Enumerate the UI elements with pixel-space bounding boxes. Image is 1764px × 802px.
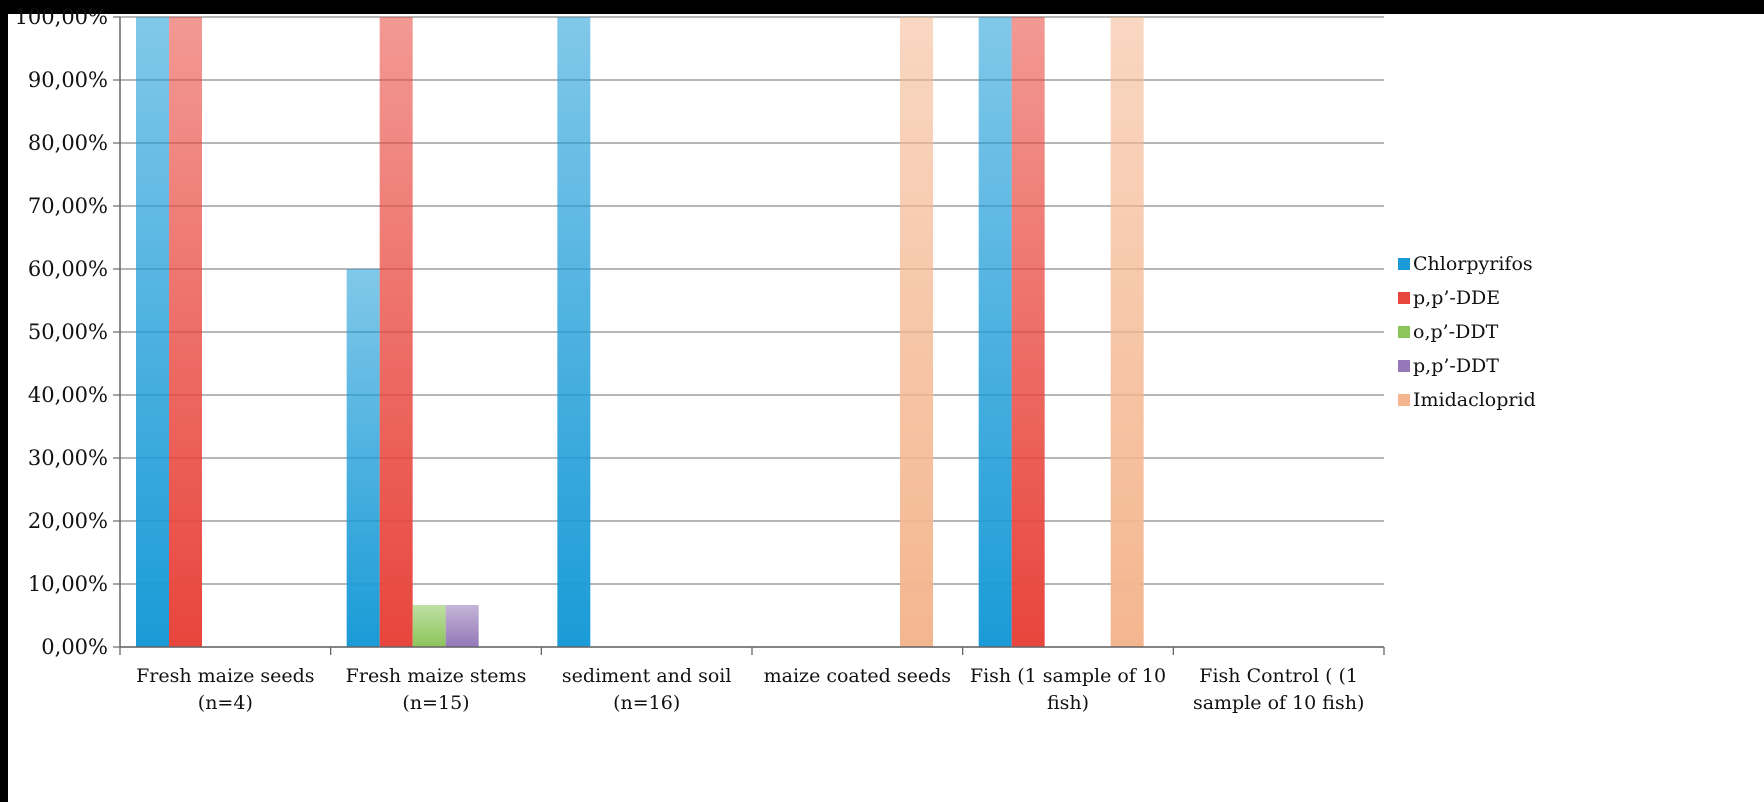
y-tick-label: 80,00% bbox=[28, 131, 108, 155]
legend-label-chlorpyrifos: Chlorpyrifos bbox=[1413, 253, 1533, 275]
bar-imidacloprid-3 bbox=[900, 17, 933, 647]
bar-chlorpyrifos-0 bbox=[136, 17, 169, 647]
bar-p-p-dde-4 bbox=[1011, 17, 1045, 647]
legend-label-imidacloprid: Imidacloprid bbox=[1413, 389, 1536, 411]
bar-p-p-dde-0 bbox=[169, 17, 202, 647]
bar-o-p-ddt-1 bbox=[412, 604, 446, 647]
x-category-label: Fresh maize stems (n=15) bbox=[346, 665, 527, 714]
y-tick-label: 90,00% bbox=[28, 68, 108, 92]
y-tick-label: 100,00% bbox=[15, 5, 108, 29]
legend-swatch-o-p-ddt bbox=[1398, 326, 1410, 338]
bar-chlorpyrifos-1 bbox=[346, 269, 380, 647]
bar-chlorpyrifos-4 bbox=[978, 17, 1012, 647]
y-tick-label: 70,00% bbox=[28, 194, 108, 218]
bars bbox=[136, 17, 1144, 647]
y-tick-labels: 0,00% 10,00% 20,00% 30,00% 40,00% 50,00% 60,00… bbox=[15, 5, 108, 659]
legend-swatch-imidacloprid bbox=[1398, 394, 1410, 406]
legend-label-p-p-dde: p,p’-DDE bbox=[1413, 287, 1500, 309]
y-tick-label: 40,00% bbox=[28, 383, 108, 407]
bar-p-p-dde-1 bbox=[379, 17, 413, 647]
y-tick-label: 10,00% bbox=[28, 572, 108, 596]
legend-label-o-p-ddt: o,p’-DDT bbox=[1413, 321, 1499, 343]
legend-swatch-chlorpyrifos bbox=[1398, 258, 1410, 270]
y-tick-label: 20,00% bbox=[28, 509, 108, 533]
legend-label-p-p-ddt: p,p’-DDT bbox=[1413, 355, 1499, 377]
x-category-labels: Fresh maize seeds (n=4) Fresh maize stems(… bbox=[136, 665, 1364, 714]
x-category-label: maize coated seeds bbox=[764, 665, 951, 687]
legend-swatch-p-p-ddt bbox=[1398, 360, 1410, 372]
gridlines bbox=[113, 16, 1384, 648]
y-tick-label: 50,00% bbox=[28, 320, 108, 344]
bar-chlorpyrifos-2 bbox=[557, 17, 591, 647]
legend: Chlorpyrifos p,p’-DDE o,p’-DDT p,p’-DDT Imid… bbox=[1398, 253, 1536, 411]
legend-swatch-p-p-dde bbox=[1398, 292, 1410, 304]
y-tick-label: 30,00% bbox=[28, 446, 108, 470]
x-category-label: sediment and soil (n=16) bbox=[562, 665, 732, 714]
bar-imidacloprid-4 bbox=[1110, 17, 1144, 647]
y-tick-label: 0,00% bbox=[41, 635, 108, 659]
axes bbox=[119, 17, 1385, 655]
chart-panel bbox=[8, 14, 1764, 802]
bar-p-p-ddt-1 bbox=[445, 604, 479, 647]
y-tick-label: 60,00% bbox=[28, 257, 108, 281]
x-category-label: Fish Control ( (1 sample of 10 fish) bbox=[1193, 665, 1364, 714]
x-category-label: Fresh maize seeds (n=4) bbox=[136, 665, 314, 714]
x-category-label: Fish (1 sample of 10 fish) bbox=[970, 665, 1166, 714]
